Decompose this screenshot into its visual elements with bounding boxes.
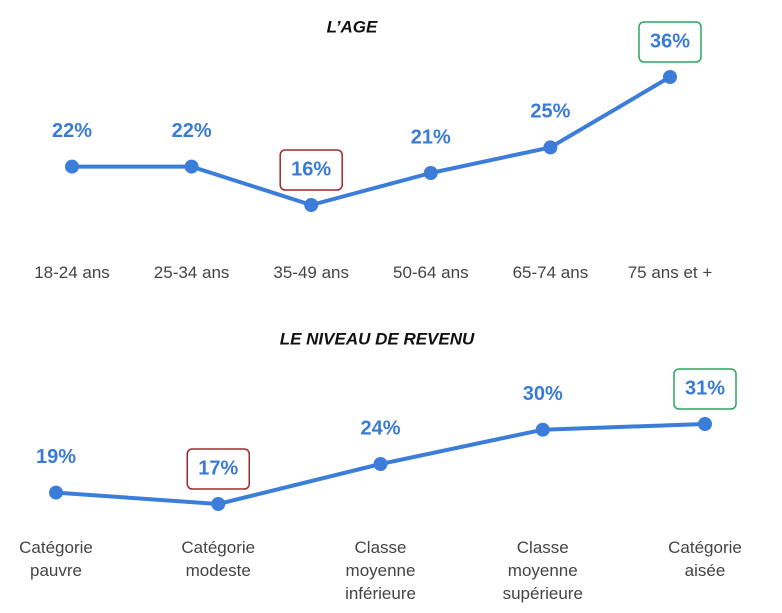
label-line: 75 ans et + <box>628 263 713 282</box>
point <box>49 485 63 500</box>
data-label: 22% <box>52 120 92 142</box>
data-label: 19% <box>36 446 76 468</box>
highlight-box <box>638 21 702 63</box>
x-tick-label: 18-24 ans <box>34 263 110 282</box>
label-line: pauvre <box>30 561 82 580</box>
data-label: 21% <box>411 126 451 148</box>
x-tick-label: 75 ans et + <box>628 263 713 282</box>
point <box>698 417 712 431</box>
point <box>65 159 79 174</box>
label-line: Catégorie <box>19 538 93 557</box>
label-line: aisée <box>685 561 726 580</box>
x-tick-label: Catégorie modeste <box>181 538 255 580</box>
point <box>663 70 677 84</box>
label-line: inférieure <box>345 584 416 603</box>
label-line: Classe <box>355 538 407 557</box>
point <box>211 497 226 511</box>
chart-title: LE NIVEAU DE REVENU <box>280 329 475 348</box>
data-label: 24% <box>360 417 400 439</box>
highlight-box <box>186 448 250 490</box>
x-tick-label: Classe moyenne supérieure <box>503 538 583 603</box>
label-line: Catégorie <box>181 538 255 557</box>
highlight-box <box>673 368 737 410</box>
data-label: 30% <box>523 383 563 405</box>
label-line: modeste <box>186 561 251 580</box>
point <box>535 422 550 437</box>
x-tick-label: Catégorie pauvre <box>19 538 93 580</box>
point <box>423 166 438 180</box>
label-line: supérieure <box>503 584 583 603</box>
label-line: 18-24 ans <box>34 263 110 282</box>
point <box>184 159 199 174</box>
x-tick-label: 35-49 ans <box>273 263 349 282</box>
data-label: 31% <box>685 377 725 399</box>
x-tick-label: Catégorie aisée <box>668 538 742 580</box>
chart-title: L’AGE <box>327 17 378 36</box>
data-label: 36% <box>650 30 690 52</box>
point <box>373 457 388 471</box>
label-line: moyenne <box>508 561 578 580</box>
data-label: 22% <box>172 120 212 142</box>
label-line: Catégorie <box>668 538 742 557</box>
x-tick-label: 65-74 ans <box>513 263 589 282</box>
label-line: Classe <box>517 538 569 557</box>
label-line: 65-74 ans <box>513 263 589 282</box>
point <box>543 140 558 155</box>
data-label: 17% <box>198 457 238 479</box>
highlight-box <box>279 149 343 191</box>
x-tick-label: 50-64 ans <box>393 263 469 282</box>
data-label: 16% <box>291 158 331 180</box>
point <box>304 198 319 212</box>
x-tick-label: Classe moyenne inférieure <box>345 538 416 603</box>
label-line: moyenne <box>346 561 416 580</box>
label-line: 50-64 ans <box>393 263 469 282</box>
data-label: 25% <box>530 101 570 123</box>
x-tick-label: 25-34 ans <box>154 263 230 282</box>
line <box>72 75 672 207</box>
label-line: 25-34 ans <box>154 263 230 282</box>
label-line: 35-49 ans <box>273 263 349 282</box>
